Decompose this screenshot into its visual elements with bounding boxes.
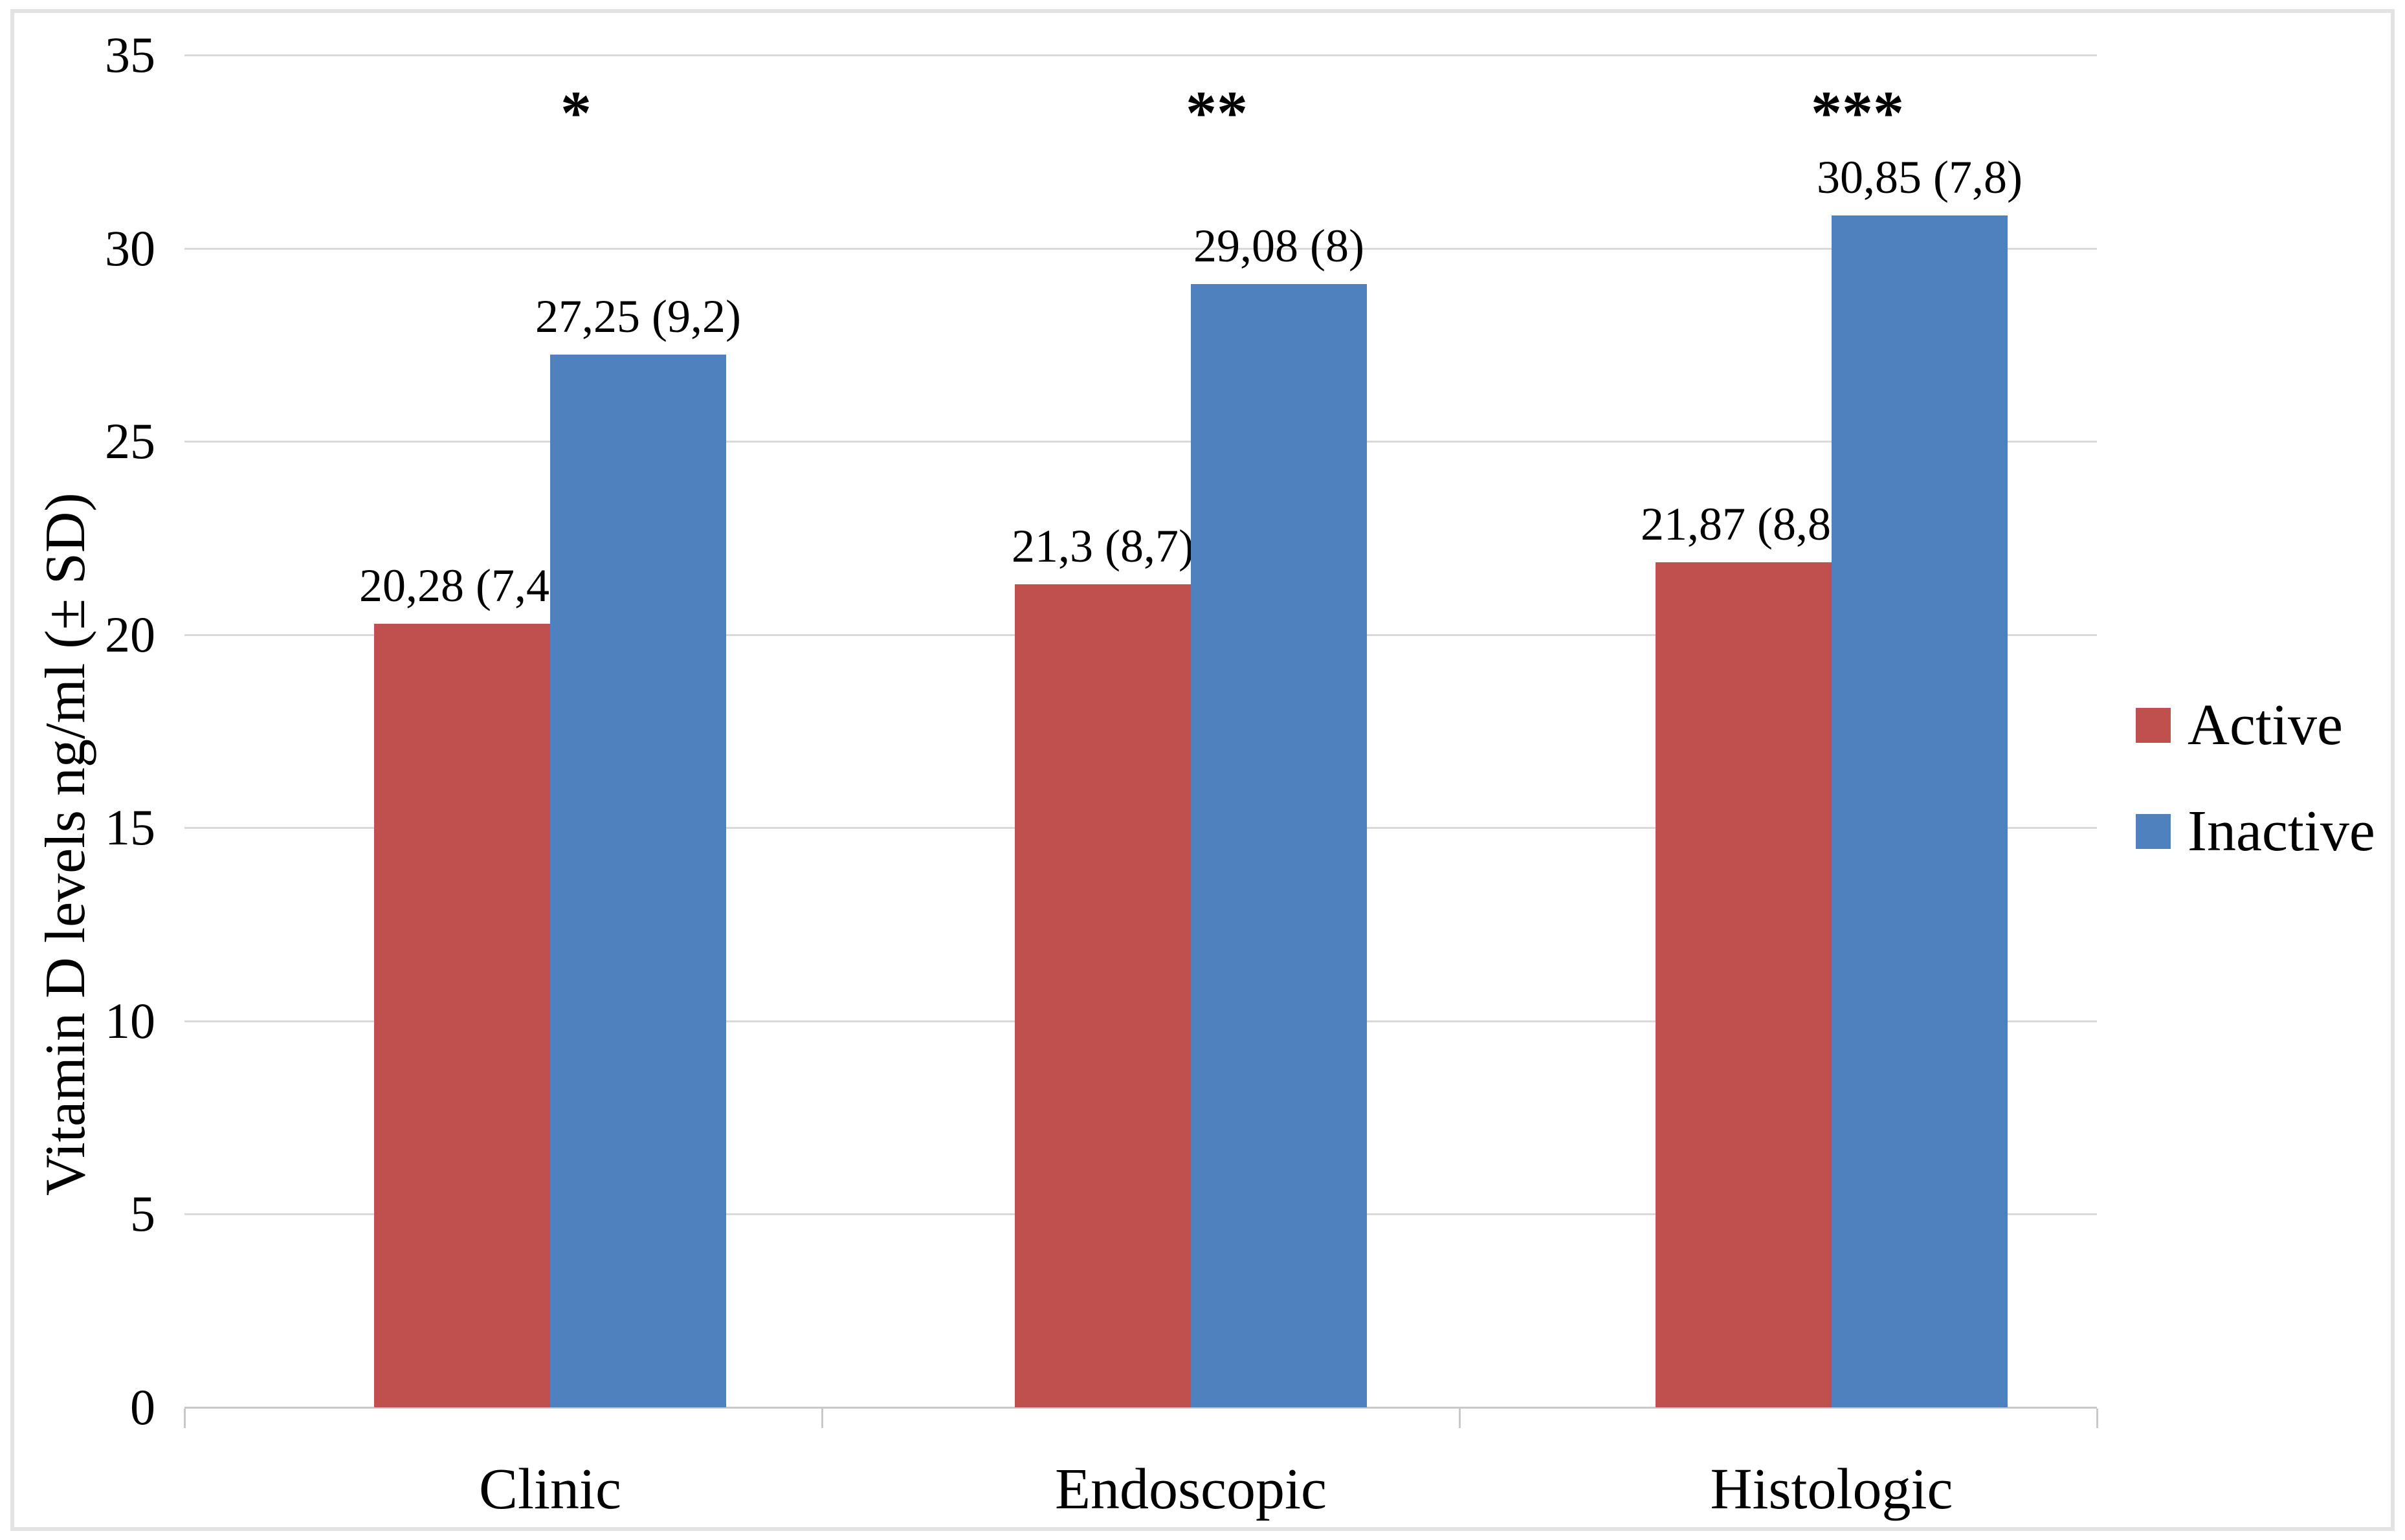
x-axis-tick [1459, 1409, 1461, 1428]
x-category-label: Clinic [479, 1457, 621, 1521]
bar-value-label: 20,28 (7,4) [359, 559, 565, 611]
significance-marker: * [560, 78, 592, 148]
bar-active-endoscopic [1015, 584, 1191, 1407]
x-category-label: Histologic [1710, 1457, 1953, 1521]
legend-item-active: Active [2136, 696, 2375, 754]
figure-border [10, 9, 2395, 1531]
significance-marker: ** [1186, 78, 1248, 148]
legend-label: Inactive [2188, 799, 2375, 863]
bar-value-label: 29,08 (8) [1193, 219, 1364, 272]
legend-swatch-active [2136, 708, 2171, 743]
bar-value-label: 30,85 (7,8) [1817, 151, 2023, 203]
y-axis-tick-labels: 0 5 10 15 20 25 30 35 [0, 0, 155, 1540]
y-axis-tick-label: 5 [130, 1185, 155, 1242]
bar-value-label: 21,87 (8,8) [1641, 498, 1846, 551]
plot-area: 20,28 (7,4) 27,25 (9,2) * Clinic 21,3 (8,7) 2… [184, 54, 2098, 1519]
gridline [184, 441, 2097, 443]
x-axis-line [184, 1407, 2097, 1409]
legend-label: Active [2188, 693, 2343, 757]
x-axis-tick [821, 1409, 823, 1428]
y-axis-tick-label: 25 [105, 413, 155, 470]
bar-inactive-clinic [550, 354, 726, 1407]
bar-inactive-histologic [1832, 215, 2008, 1407]
y-axis-tick-label: 0 [130, 1379, 155, 1435]
bar-inactive-endoscopic [1191, 283, 1367, 1407]
legend: Active Inactive [2136, 696, 2375, 861]
gridline [184, 247, 2097, 250]
bar-active-clinic [374, 623, 550, 1407]
y-axis-tick-label: 10 [105, 992, 155, 1049]
gridline [184, 54, 2097, 56]
significance-marker: *** [1811, 78, 1904, 148]
legend-item-inactive: Inactive [2136, 802, 2375, 861]
y-axis-tick-label: 15 [105, 799, 155, 856]
bar-active-histologic [1656, 562, 1832, 1407]
legend-swatch-inactive [2136, 814, 2171, 849]
bar-value-label: 21,3 (8,7) [1012, 520, 1194, 573]
y-axis-tick-label: 30 [105, 219, 155, 276]
x-category-label: Endoscopic [1055, 1457, 1327, 1521]
x-axis-tick [2096, 1409, 2098, 1428]
y-axis-tick-label: 20 [105, 606, 155, 663]
bar-value-label: 27,25 (9,2) [535, 290, 741, 342]
y-axis-tick-label: 35 [105, 27, 155, 83]
x-axis-tick [184, 1409, 186, 1428]
